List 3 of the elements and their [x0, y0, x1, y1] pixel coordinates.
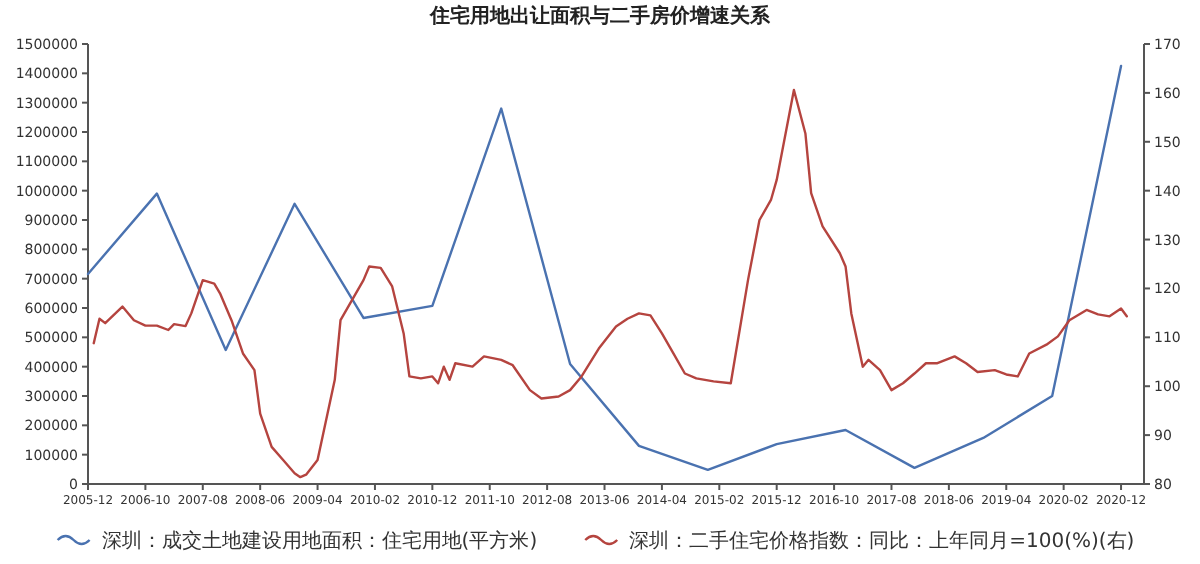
legend-label: 深圳：成交土地建设用地面积：住宅用地(平方米) — [101, 529, 538, 553]
legend-label: 深圳：二手住宅价格指数：同比：上年同月=100(%)(右) — [629, 529, 1135, 553]
chart-title: 住宅用地出让面积与二手房价增速关系 — [428, 4, 772, 28]
